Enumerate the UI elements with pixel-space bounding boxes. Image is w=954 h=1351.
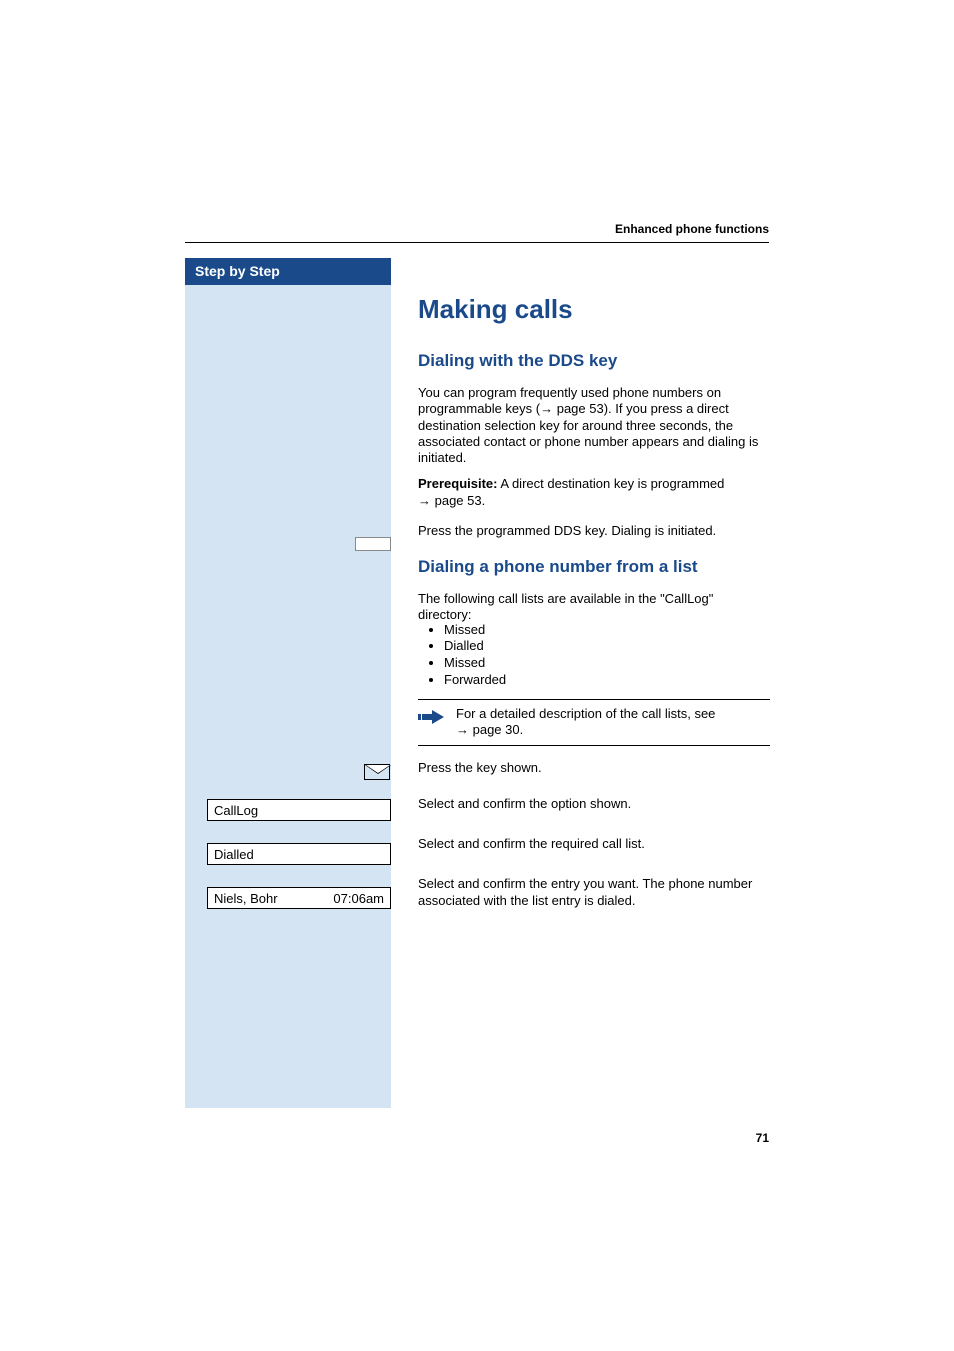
note-text-a: For a detailed description of the call l… bbox=[456, 706, 715, 721]
list-item: Forwarded bbox=[444, 672, 770, 689]
list-item: Dialled bbox=[444, 638, 770, 655]
page-header: Enhanced phone functions bbox=[185, 222, 769, 243]
note-text: For a detailed description of the call l… bbox=[456, 706, 715, 739]
display-calllog: CallLog bbox=[207, 799, 391, 821]
page-number: 71 bbox=[756, 1131, 769, 1145]
section1-paragraph1: You can program frequently used phone nu… bbox=[418, 385, 770, 466]
programmable-key-icon bbox=[355, 537, 391, 551]
sec1-p1-link: → page 53 bbox=[540, 401, 604, 416]
messages-key-icon bbox=[364, 764, 390, 780]
display-dialled-left: Dialled bbox=[214, 847, 254, 862]
list-item: Missed bbox=[444, 655, 770, 672]
sidebar-title: Step by Step bbox=[185, 258, 391, 285]
note-block: For a detailed description of the call l… bbox=[418, 699, 770, 746]
note-arrow-icon bbox=[418, 706, 446, 726]
section2-title: Dialing a phone number from a list bbox=[418, 557, 770, 577]
section1-title: Dialing with the DDS key bbox=[418, 351, 770, 371]
display-dialled: Dialled bbox=[207, 843, 391, 865]
sec1-step1: Press the programmed DDS key. Dialing is… bbox=[418, 523, 770, 539]
header-rule bbox=[185, 242, 769, 243]
content-column: Making calls Dialing with the DDS key Yo… bbox=[418, 258, 770, 919]
section1-paragraph2: Prerequisite: A direct destination key i… bbox=[418, 476, 770, 509]
step-sidebar: Step by Step bbox=[185, 258, 391, 1108]
display-calllog-left: CallLog bbox=[214, 803, 258, 818]
note-text-link: → page 30. bbox=[456, 722, 523, 737]
sec1-p2-link: → page 53. bbox=[418, 493, 485, 508]
sec2-list: Missed Dialled Missed Forwarded bbox=[418, 622, 770, 690]
sec2-step-entry: Select and confirm the entry you want. T… bbox=[418, 876, 770, 909]
sec1-p2-label: Prerequisite: bbox=[418, 476, 497, 491]
sec2-step-key: Press the key shown. bbox=[418, 760, 770, 776]
sec2-p1: The following call lists are available i… bbox=[418, 591, 770, 624]
display-entry-left: Niels, Bohr bbox=[214, 891, 278, 906]
display-entry: Niels, Bohr 07:06am bbox=[207, 887, 391, 909]
header-section-label: Enhanced phone functions bbox=[185, 222, 769, 242]
display-entry-right: 07:06am bbox=[333, 891, 384, 906]
sec1-p2-text: A direct destination key is programmed bbox=[497, 476, 724, 491]
sec2-step-dialled: Select and confirm the required call lis… bbox=[418, 836, 770, 852]
sec2-step-calllog: Select and confirm the option shown. bbox=[418, 796, 770, 812]
main-title: Making calls bbox=[418, 294, 770, 325]
list-item: Missed bbox=[444, 622, 770, 639]
page: Enhanced phone functions Step by Step Ca… bbox=[0, 0, 954, 1351]
